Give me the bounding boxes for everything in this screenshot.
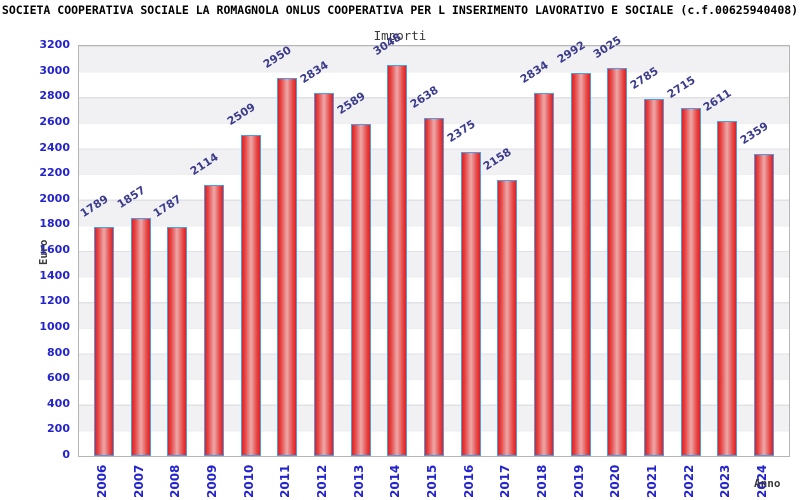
y-tick-label: 2600	[39, 114, 70, 128]
x-tick-label: 2020	[608, 464, 623, 498]
bar-value-label: 2589	[334, 89, 368, 118]
bar-2012	[314, 92, 334, 456]
bar-2022	[680, 108, 701, 456]
bar-value-label: 1857	[114, 183, 148, 212]
bar-2016	[460, 151, 481, 456]
bar-value-label: 2375	[444, 117, 478, 145]
bar-value-label: 2834	[517, 58, 551, 86]
y-tick-label: 2000	[39, 191, 70, 205]
bar-2008	[167, 227, 188, 456]
bar-2011	[277, 78, 298, 456]
bar-value-label: 1787	[151, 192, 185, 221]
bar-value-label: 2359	[737, 119, 771, 147]
y-tick-label: 2200	[39, 166, 70, 180]
y-tick-label: 3200	[39, 38, 70, 51]
x-tick-label: 2019	[571, 464, 586, 498]
x-axis-title: Anno	[754, 477, 781, 490]
x-tick-label: 2023	[718, 464, 733, 498]
x-tick-label: 2015	[425, 464, 439, 498]
bar-value-label: 1789	[77, 192, 111, 220]
x-tick-label: 2006	[95, 464, 109, 498]
y-tick-label: 1800	[39, 217, 70, 231]
bar-value-label: 2715	[664, 73, 698, 102]
bar-2023	[717, 121, 738, 456]
bar-value-label: 2158	[481, 144, 515, 173]
y-tick-label: 1600	[39, 243, 70, 256]
x-tick-label: 2017	[498, 464, 513, 498]
bar-2009	[204, 185, 224, 456]
x-tick-label: 2014	[388, 464, 403, 498]
bar-2019	[570, 72, 591, 456]
plot-area: 1789 1857 1787 2114 2509 2950 2834 2589 3048 2638…	[77, 31, 790, 457]
x-tick-label: 2010	[241, 464, 256, 498]
subtitle-row: Importi	[0, 25, 800, 44]
y-tick-label: 800	[47, 345, 70, 359]
x-tick-label: 2009	[205, 464, 219, 498]
x-tick-label: 2016	[461, 464, 476, 498]
x-tick-label: 2008	[168, 464, 183, 498]
x-tick-label: 2022	[681, 464, 696, 498]
bar-2020	[607, 68, 628, 456]
y-tick-label: 2400	[39, 140, 70, 154]
bar-value-label: 2611	[701, 86, 735, 115]
bar-value-label: 2785	[627, 64, 661, 93]
bar-value-label: 2114	[187, 150, 221, 179]
y-tick-label: 3000	[39, 63, 70, 77]
bar-2014	[387, 65, 408, 456]
y-tick-label: 1400	[39, 268, 70, 282]
x-tick-label: 2021	[645, 464, 659, 498]
y-tick-label: 0	[62, 448, 70, 461]
bar-2015	[424, 118, 444, 456]
x-tick-label: 2007	[131, 464, 146, 498]
y-tick-label: 400	[47, 396, 70, 410]
bar-2013	[350, 124, 371, 456]
bar-2021	[644, 99, 664, 456]
chart-title: SOCIETA COOPERATIVA SOCIALE LA ROMAGNOLA…	[1, 3, 799, 17]
x-tick-label: 2013	[351, 464, 366, 498]
bar-value-label: 2834	[297, 58, 331, 86]
x-tick-label: 2018	[535, 464, 549, 498]
y-tick-label: 200	[47, 422, 70, 436]
bar-2024	[754, 153, 774, 456]
bar-2006	[94, 226, 114, 456]
x-tick-label: 2012	[315, 464, 329, 498]
x-tick-label: 2011	[278, 464, 293, 498]
y-tick-label: 2800	[39, 89, 70, 103]
bar-value-label: 2638	[407, 83, 441, 111]
y-tick-label: 1200	[39, 294, 70, 308]
bar-2018	[534, 92, 554, 456]
y-tick-label: 600	[47, 371, 70, 385]
y-axis-title: Euro	[38, 239, 50, 265]
bar-value-label: 2509	[224, 99, 258, 128]
bar-value-label: 2950	[261, 43, 295, 72]
bar-2007	[130, 218, 151, 456]
title-row: SOCIETA COOPERATIVA SOCIALE LA ROMAGNOLA…	[0, 3, 800, 19]
bar-2017	[497, 179, 518, 456]
bar-2010	[240, 134, 261, 456]
chart-subtitle: Importi	[373, 28, 427, 43]
y-tick-label: 1000	[39, 319, 70, 333]
